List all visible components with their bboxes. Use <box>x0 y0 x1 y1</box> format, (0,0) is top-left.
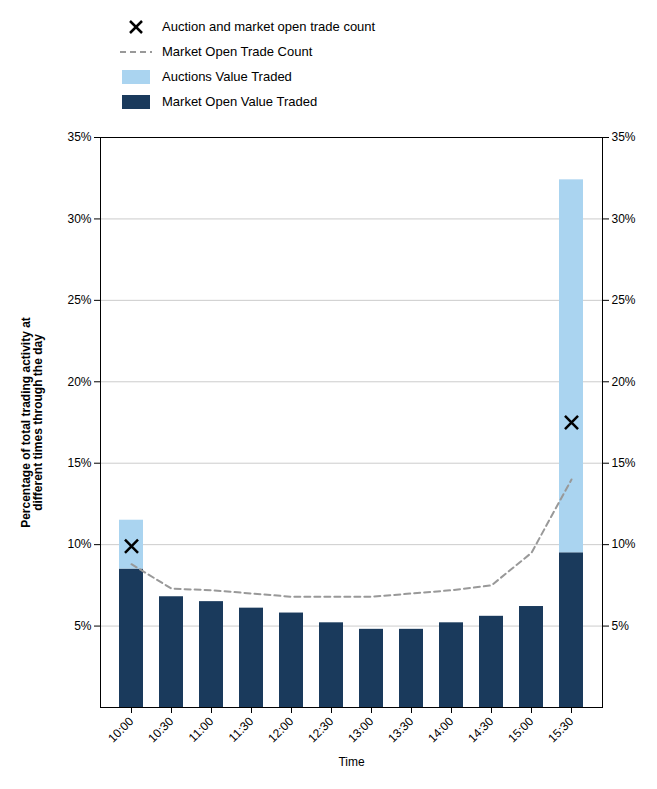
svg-text:12:30: 12:30 <box>305 714 336 745</box>
svg-text:25%: 25% <box>67 293 91 307</box>
svg-text:35%: 35% <box>612 130 636 144</box>
svg-text:35%: 35% <box>67 130 91 144</box>
svg-text:11:00: 11:00 <box>186 714 217 745</box>
svg-text:5%: 5% <box>612 619 630 633</box>
html-text:Market Open Trade Count: Market Open Trade Count <box>162 44 313 59</box>
svg-text:10%: 10% <box>612 537 636 551</box>
svg-text:Time: Time <box>338 755 365 769</box>
svg-text:Percentage of total trading ac: Percentage of total trading activity atd… <box>19 317 45 528</box>
html-text:Auctions Value Traded: Auctions Value Traded <box>162 69 292 84</box>
svg-text:10:00: 10:00 <box>105 714 136 745</box>
svg-text:13:00: 13:00 <box>345 714 376 745</box>
svg-text:14:00: 14:00 <box>425 714 456 745</box>
svg-text:10%: 10% <box>67 537 91 551</box>
svg-text:10:30: 10:30 <box>145 714 176 745</box>
svg-text:11:30: 11:30 <box>226 714 257 745</box>
svg-text:15%: 15% <box>67 456 91 470</box>
svg-text:20%: 20% <box>612 375 636 389</box>
html-text:Auction and market open trade: Auction and market open trade count <box>162 19 376 34</box>
svg-text:15%: 15% <box>612 456 636 470</box>
svg-text:15:30: 15:30 <box>545 714 576 745</box>
svg-text:5%: 5% <box>74 619 92 633</box>
svg-text:30%: 30% <box>67 212 91 226</box>
svg-text:15:00: 15:00 <box>505 714 536 745</box>
html-text:Market Open Value Traded: Market Open Value Traded <box>162 94 318 109</box>
svg-text:12:00: 12:00 <box>265 714 296 745</box>
svg-text:14:30: 14:30 <box>465 714 496 745</box>
svg-text:13:30: 13:30 <box>385 714 416 745</box>
svg-text:30%: 30% <box>612 212 636 226</box>
svg-text:20%: 20% <box>67 375 91 389</box>
svg-text:25%: 25% <box>612 293 636 307</box>
